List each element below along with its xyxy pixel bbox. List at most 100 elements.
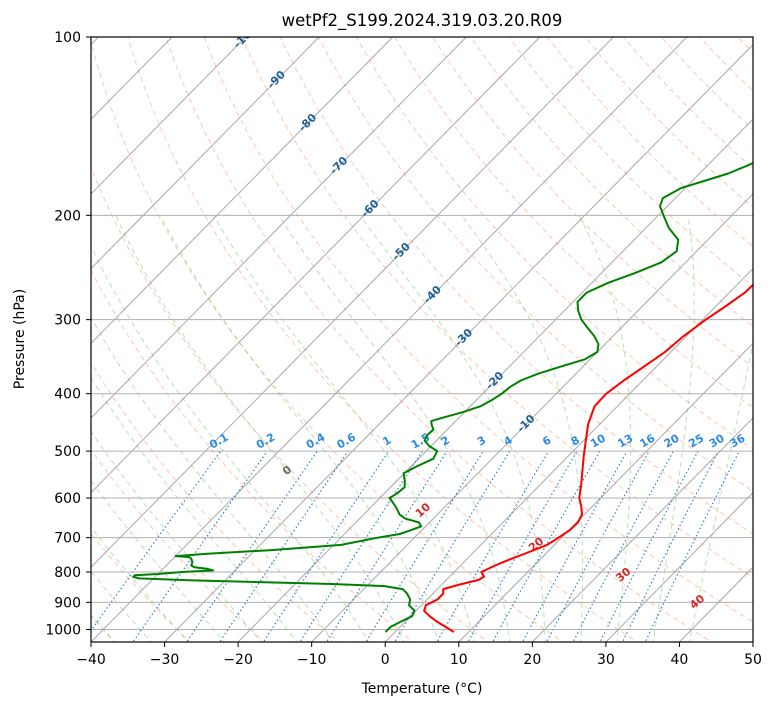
mixing-ratio-line: [492, 450, 601, 642]
y-tick-label: 200: [54, 208, 81, 224]
dry-adiabat-line: [622, 37, 753, 170]
mixing-ratio-line: [365, 450, 484, 642]
mixing-ratio-label: 10: [588, 431, 608, 450]
temperature-profile: [423, 283, 753, 633]
isotherm-line: [310, 193, 753, 642]
isotherm-line: [91, 37, 688, 642]
y-tick-label: 100: [54, 30, 81, 46]
dry-adiabat-line: [91, 269, 415, 642]
dry-adiabat-line: [91, 448, 265, 642]
y-tick-label: 700: [54, 531, 81, 547]
mixing-ratio-line: [599, 450, 699, 642]
mixing-ratio-line: [91, 450, 222, 632]
x-tick-label: −10: [297, 652, 327, 668]
y-tick-label: 900: [54, 595, 81, 611]
moist-adiabat-line: [688, 339, 753, 642]
isotherm-line: [531, 417, 753, 642]
isotherm-line: [678, 566, 753, 642]
isotherm-line: [91, 37, 541, 494]
isotherm-line: [752, 641, 753, 642]
moist-adiabat-line: [91, 244, 369, 642]
x-tick-label: 0: [381, 652, 390, 668]
x-tick-label: 20: [523, 652, 541, 668]
chart-title: wetPf2_S199.2024.319.03.20.R09: [282, 11, 563, 31]
x-tick-label: 40: [671, 652, 689, 668]
dry-adiabat-line: [91, 40, 564, 642]
mixing-ratio-label: 1: [380, 434, 393, 449]
mixing-ratio-label: 0.1: [207, 431, 230, 452]
mixing-ratio-line: [219, 450, 349, 642]
y-tick-label: 300: [54, 313, 81, 329]
isotherm-line: [91, 37, 467, 419]
isotherm-line: [605, 491, 753, 642]
dry-adiabat-line: [470, 37, 753, 327]
moist-adiabat-line: [91, 430, 262, 642]
x-axis-label: Temperature (°C): [361, 681, 483, 697]
mixing-ratio-label: 16: [638, 431, 658, 450]
moist-adiabat-line: [652, 215, 695, 642]
y-tick-label: 1000: [45, 622, 81, 638]
mixing-ratio-label: 25: [686, 432, 706, 451]
y-tick-label: 600: [54, 491, 81, 507]
x-tick-label: −20: [223, 652, 253, 668]
x-tick-label: −30: [150, 652, 180, 668]
dry-adiabat-line: [763, 24, 775, 645]
moist-adiabat-line: [91, 570, 153, 642]
mixing-ratio-label: 20: [662, 431, 682, 450]
mixing-ratio-label: 6: [540, 433, 553, 448]
moist-adiabat-label: 10: [413, 500, 433, 520]
x-tick-label: −40: [76, 652, 106, 668]
mixing-ratio-line: [185, 450, 318, 642]
mixing-ratio-line: [326, 450, 448, 642]
mixing-ratio-label: 8: [569, 434, 582, 449]
x-tick-label: 10: [450, 652, 468, 668]
dry-adiabat-line: [165, 37, 713, 642]
dry-adiabat-line: [91, 165, 489, 642]
moist-adiabat-line: [91, 479, 226, 642]
isotherm-line: [163, 43, 753, 642]
mixing-ratio-label: 4: [502, 433, 515, 448]
moist-adiabat-line: [91, 316, 334, 642]
isotherm-line: [91, 37, 247, 195]
moist-adiabat-line: [578, 215, 632, 642]
moist-adiabat-line: [461, 215, 584, 642]
isotherm-line: [384, 267, 753, 642]
mixing-ratio-line: [572, 450, 674, 642]
dry-adiabat-line: [127, 37, 639, 642]
moist-adiabat-label: 40: [687, 592, 707, 612]
isotherm-line: [91, 37, 320, 270]
y-axis-label: Pressure (hPa): [12, 289, 28, 389]
moist-adiabat-line: [91, 376, 298, 642]
dry-adiabat-line: [317, 37, 753, 492]
dry-adiabat-line: [91, 532, 191, 642]
isotherm-line: [458, 342, 753, 642]
dry-adiabat-line: [241, 37, 753, 579]
mixing-ratio-line: [132, 450, 268, 642]
dry-adiabat-line: [279, 37, 753, 535]
moist-adiabat-line: [278, 215, 511, 642]
dry-adiabat-line: [432, 37, 753, 368]
dewpoint-profile: [132, 162, 753, 633]
y-tick-label: 400: [54, 387, 81, 403]
dry-adiabat-line: [660, 37, 753, 131]
mixing-ratio-line: [436, 450, 550, 642]
moist-adiabat-line: [359, 215, 546, 642]
mixing-ratio-label: 13: [615, 432, 635, 451]
y-tick-label: 500: [54, 444, 81, 460]
mixing-ratio-label: 2: [439, 434, 452, 449]
mixing-ratio-label: 0.4: [304, 430, 328, 451]
y-tick-label: 800: [54, 565, 81, 581]
dry-adiabat-line: [698, 37, 753, 92]
x-tick-label: 50: [744, 652, 762, 668]
mixing-ratio-line: [545, 450, 650, 642]
isotherm-line: [91, 37, 615, 568]
dry-adiabat-line: [737, 37, 753, 54]
moist-adiabat-label: 0: [280, 463, 294, 478]
x-tick-label: 30: [597, 652, 615, 668]
isotherm-line: [91, 37, 394, 345]
moist-adiabat-line: [213, 215, 475, 642]
mixing-ratio-label: 3: [475, 434, 488, 449]
moist-adiabat-label: 30: [613, 565, 633, 585]
dry-adiabat-line: [355, 37, 753, 450]
